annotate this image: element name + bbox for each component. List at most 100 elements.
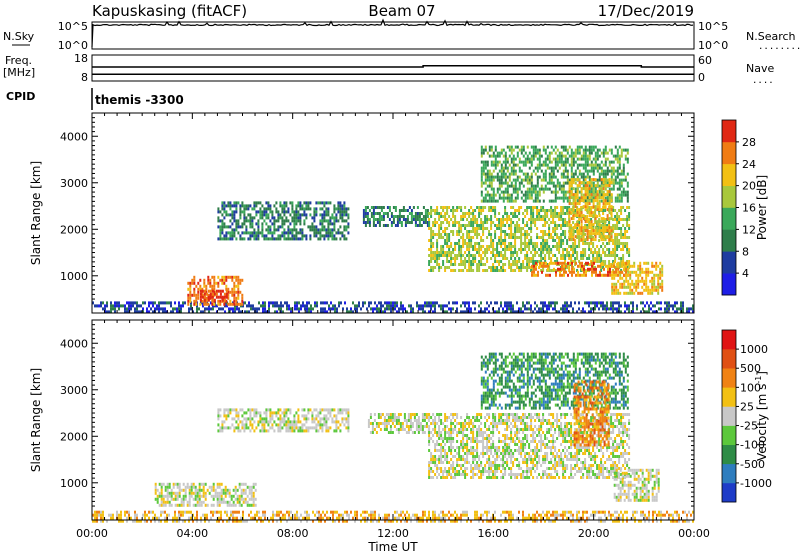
power-cell [201,295,204,299]
power-cell [606,172,609,176]
power-cell [594,145,597,149]
power-cell [632,310,634,314]
power-colorbar-tick-label: 28 [742,136,756,149]
power-cell [364,206,367,209]
power-cell [610,229,613,233]
power-cell [542,187,545,191]
power-cell [319,231,322,235]
power-cell [616,196,619,200]
power-cell [538,215,541,218]
power-cell [508,242,511,245]
power-cell [560,307,562,311]
power-cell [530,190,533,194]
power-cell [524,224,527,227]
power-cell [462,269,465,272]
power-cell [502,218,505,221]
velocity-cell [120,516,122,520]
power-cell [490,145,493,149]
power-cell [588,214,591,218]
power-cell [535,267,537,271]
power-cell [380,310,382,314]
power-cell [622,236,625,239]
power-cell [624,175,627,179]
power-cell [568,193,571,197]
power-cell [396,224,399,227]
power-cell [625,267,627,271]
velocity-cell [282,513,284,517]
power-cell [191,293,194,297]
power-cell [652,310,654,314]
power-cell [530,227,533,230]
power-cell [596,223,599,227]
power-cell [468,304,470,308]
power-cell [602,178,605,182]
velocity-cell [446,513,448,517]
power-cell [500,236,503,239]
power-cell [620,236,623,239]
power-cell [508,301,510,305]
power-cell [580,163,583,167]
power-cell [618,199,621,203]
power-cell [510,212,513,215]
power-cell [591,261,593,265]
power-cell [309,201,312,205]
velocity-cell [442,519,444,523]
power-cell [273,228,276,232]
power-cell [584,166,587,170]
power-cell [572,214,575,218]
power-cell [582,248,585,251]
power-cell [568,220,571,224]
power-cell [570,245,573,248]
power-cell [518,224,521,227]
power-cell [482,227,485,230]
power-cell [530,221,533,224]
power-cell [492,263,495,266]
power-cell [558,224,561,227]
power-cell [585,273,587,277]
power-cell [352,301,354,305]
power-cell [610,301,612,305]
power-cell [643,288,646,292]
power-cell [584,217,587,221]
power-cell [608,232,611,236]
power-cell [518,166,521,170]
power-cell [580,229,583,233]
velocity-cell [344,519,346,523]
power-cell [562,181,565,185]
velocity-cell [466,513,468,517]
power-cell [566,239,569,242]
power-cell [512,187,515,191]
power-cell [392,221,395,224]
power-cell [642,301,644,305]
power-cell [554,193,557,197]
power-cell [500,151,503,155]
power-cell [329,222,332,226]
power-cell [191,281,194,285]
power-cell [313,213,316,217]
power-cell [631,264,634,268]
power-cell [518,266,521,269]
power-cell [595,267,597,271]
power-cell [231,231,234,235]
power-cell [610,175,613,179]
power-cell [265,234,268,238]
power-cell [622,172,625,176]
power-cell [532,157,535,161]
velocity-cell [120,513,122,517]
power-cell [544,224,547,227]
power-cell [591,267,593,271]
power-cell [490,196,493,200]
power-cell [538,236,541,239]
power-cell [594,232,597,236]
power-cell [653,285,656,289]
power-cell [212,304,214,308]
power-cell [170,304,172,308]
power-cell [199,278,202,282]
power-cell [582,229,585,233]
velocity-cell [230,513,232,517]
power-cell [594,151,597,155]
power-cell [484,148,487,152]
velocity-cell [290,516,292,520]
power-cell [626,236,629,239]
power-cell [223,216,226,220]
